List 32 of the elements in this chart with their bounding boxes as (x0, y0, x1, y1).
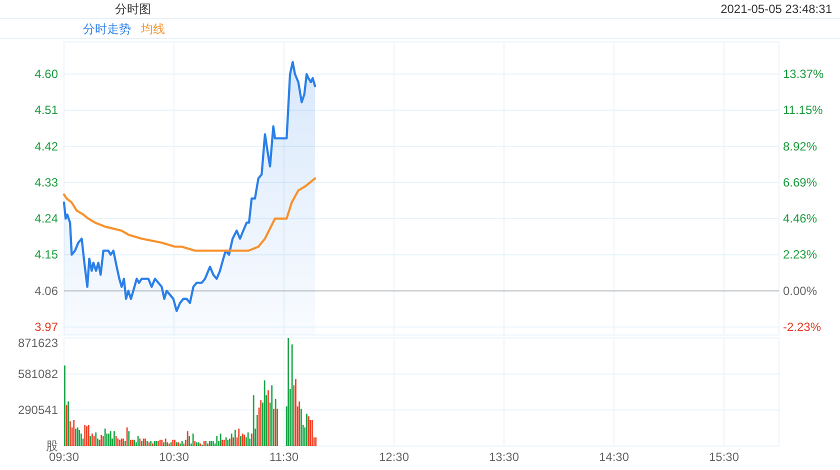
text: 分时走势 (83, 22, 131, 36)
x-tick-label: 10:30 (158, 450, 190, 464)
y2-tick-label: 6.69% (783, 175, 818, 190)
y-tick-label: 4.06 (34, 284, 58, 298)
x-tick-label: 15:30 (708, 450, 740, 464)
y-tick-label: 581082 (18, 367, 58, 381)
y2-tick-label: 11.15% (783, 103, 824, 118)
y-tick-label: 4.60 (34, 67, 58, 82)
y-tick-label: 871623 (18, 336, 58, 350)
chart-title: 分时图 (115, 2, 151, 16)
x-tick-label: 09:30 (48, 450, 80, 464)
y-tick-label: 股 (46, 439, 58, 453)
x-tick-label: 13:30 (488, 450, 520, 464)
y2-tick-label: 4.46% (783, 212, 818, 226)
text: 均线 (140, 22, 165, 36)
y-tick-label: 4.24 (34, 212, 58, 226)
x-tick-label: 14:30 (598, 450, 630, 464)
y2-tick-label: -2.23% (783, 320, 822, 334)
y-tick-label: 290541 (18, 403, 58, 417)
y-tick-label: 3.97 (34, 320, 58, 334)
y2-tick-label: 8.92% (783, 139, 818, 154)
y2-tick-label: 2.23% (783, 248, 818, 262)
x-tick-label: 11:30 (269, 450, 299, 464)
text: 2021-05-05 23:48:31 (720, 2, 832, 16)
y2-tick-label: 13.37% (783, 67, 824, 82)
line-series (62, 177, 316, 252)
y-tick-label: 4.33 (34, 175, 58, 190)
y-tick-label: 4.42 (34, 139, 58, 154)
y-tick-label: 4.51 (34, 103, 58, 118)
y2-tick-label: 0.00% (783, 284, 818, 298)
x-tick-label: 12:30 (378, 450, 410, 464)
y-tick-label: 4.15 (34, 248, 58, 262)
